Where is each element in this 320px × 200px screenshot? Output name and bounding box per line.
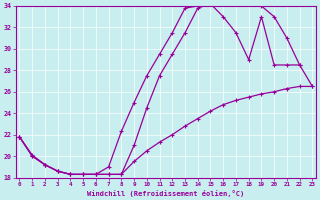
X-axis label: Windchill (Refroidissement éolien,°C): Windchill (Refroidissement éolien,°C) (87, 190, 244, 197)
